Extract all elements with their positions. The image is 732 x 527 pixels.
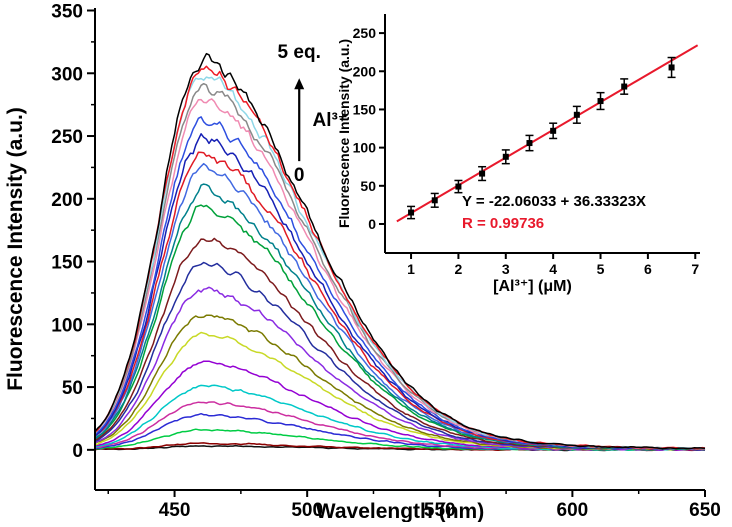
spectrum-curve	[94, 52, 706, 450]
data-point	[526, 140, 533, 147]
data-point	[479, 170, 486, 177]
data-point	[455, 183, 462, 190]
inset-x-tick-label: 7	[691, 261, 699, 277]
fit-line	[396, 44, 699, 223]
inset-x-tick-label: 3	[502, 261, 510, 277]
inset-data-points	[407, 56, 676, 220]
inset-y-tick-label: 100	[353, 140, 377, 156]
spectrum-curve	[94, 98, 706, 450]
data-point	[502, 153, 509, 160]
data-point	[668, 64, 675, 71]
spectrum-curve	[94, 133, 706, 450]
inset-y-tick-label: 200	[353, 63, 377, 79]
data-point	[408, 209, 415, 216]
inset-y-tick-label: 50	[360, 178, 376, 194]
x-tick-label: 450	[159, 500, 191, 521]
y-tick-label: 100	[51, 315, 83, 336]
annotation-al-label: Al³⁺	[312, 110, 347, 131]
spectrum-curve	[94, 82, 706, 450]
spectrum-curve	[94, 384, 706, 451]
fit-equation-label: Y = -22.06033 + 36.33323X	[462, 193, 646, 210]
inset-y-tick-label: 250	[353, 25, 377, 41]
data-point	[597, 98, 604, 105]
inset-y-tick-label: 0	[368, 216, 376, 232]
inset-x-axis-title: [Al³⁺] (μM)	[493, 278, 572, 295]
titration-annotation: 5 eq. 0 Al³⁺	[278, 42, 348, 186]
data-point	[621, 83, 628, 90]
main-x-axis-title: Wavelength (nm)	[316, 500, 484, 522]
inset-x-tick-label: 6	[644, 261, 652, 277]
y-tick-label: 300	[51, 64, 83, 85]
spectrum-curve	[94, 261, 706, 451]
y-tick-label: 150	[51, 253, 83, 274]
x-tick-label: 550	[424, 500, 456, 521]
data-point	[573, 111, 580, 118]
spectrum-curve	[94, 183, 705, 450]
annotation-top-label: 5 eq.	[278, 42, 321, 63]
inset-y-tick-label: 150	[353, 101, 377, 117]
inset-x-tick-label: 2	[455, 261, 463, 277]
annotation-bottom-label: 0	[294, 165, 305, 186]
x-tick-label: 650	[689, 500, 721, 521]
main-y-axis-title: Fluorescence Intensity (a.u.)	[4, 107, 27, 391]
y-tick-label: 250	[51, 127, 83, 148]
y-tick-label: 350	[51, 2, 83, 23]
spectra-series	[94, 52, 706, 452]
inset-x-tick-label: 4	[549, 261, 557, 277]
y-tick-label: 200	[51, 190, 83, 211]
x-tick-label: 600	[557, 500, 589, 521]
arrow-up-icon	[294, 78, 305, 90]
x-tick-label: 500	[291, 500, 323, 521]
fit-r-label: R = 0.99736	[462, 215, 544, 232]
inset-x-tick-label: 1	[407, 261, 415, 277]
inset-y-axis-title: Fluorescence Intensity (a.u.)	[336, 39, 352, 228]
y-tick-label: 0	[72, 441, 83, 462]
inset-plot: 0 50 100 150 200 250 1 2 3 4 5 6 7 [Al³⁺] (μM) Fluores…	[336, 14, 700, 295]
data-point	[550, 127, 557, 134]
inset-x-tick-label: 5	[597, 261, 605, 277]
y-tick-label: 50	[62, 378, 83, 399]
data-point	[431, 197, 438, 204]
